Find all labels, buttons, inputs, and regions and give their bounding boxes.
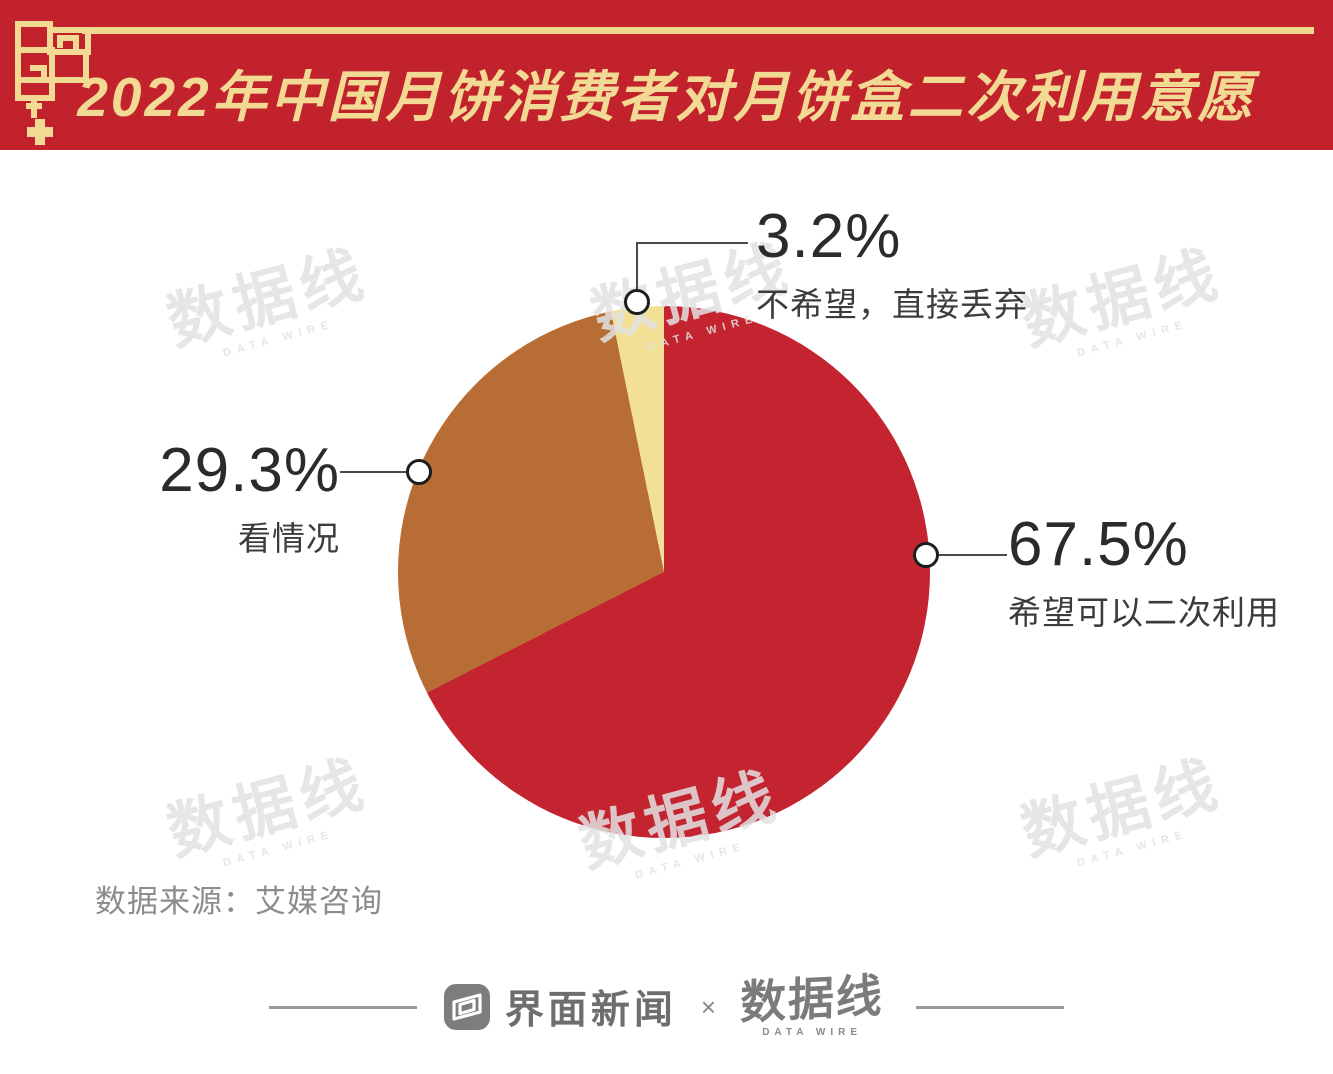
header-banner: 2022年中国月饼消费者对月饼盒二次利用意愿	[0, 0, 1333, 150]
tassel-cross-icon	[27, 119, 53, 145]
footer-right-rule	[916, 1005, 1065, 1009]
chinese-knot-icon	[15, 21, 91, 145]
watermark-subtext: DATA WIRE	[221, 828, 336, 870]
banner-gold-line	[82, 27, 1314, 34]
slice-name-discard: 不希望，直接丢弃	[756, 286, 1028, 323]
watermark-text: 数据线	[160, 239, 376, 359]
callout-line-depends	[340, 471, 406, 473]
jiemian-news-wordmark: 界面新闻	[504, 989, 677, 1032]
page-title: 2022年中国月饼消费者对月饼盒二次利用意愿	[77, 66, 1256, 128]
callout-line-discard-horizontal	[636, 242, 748, 244]
datawire-watermark: 数据线 DATA WIRE	[160, 749, 378, 881]
watermark-subtext: DATA WIRE	[1075, 828, 1190, 870]
slice-label-depends: 29.3% 看情况	[118, 440, 340, 560]
footer: 界面新闻 × 数据线 DATA WIRE	[0, 962, 1333, 1052]
slice-label-hope: 67.5% 希望可以二次利用	[1008, 514, 1280, 634]
slice-percent-depends: 29.3%	[159, 436, 340, 505]
watermark-text: 数据线	[160, 749, 376, 869]
datawire-wordmark-en: DATA WIRE	[762, 1027, 862, 1038]
callout-line-discard-vertical	[636, 243, 638, 291]
slice-label-discard: 3.2% 不希望，直接丢弃	[756, 206, 1028, 326]
watermark-subtext: DATA WIRE	[633, 840, 748, 882]
datawire-wordmark: 数据线	[739, 969, 885, 1029]
watermark-text: 数据线	[1014, 239, 1230, 359]
datawire-logo: 数据线 DATA WIRE	[740, 969, 885, 1038]
callout-line-hope	[939, 554, 1007, 556]
callout-marker-discard	[624, 289, 650, 315]
slice-name-hope: 希望可以二次利用	[1008, 594, 1280, 631]
collab-x-separator: ×	[700, 991, 717, 1022]
watermark-text: 数据线	[1014, 749, 1230, 869]
datawire-watermark: 数据线 DATA WIRE	[160, 239, 378, 371]
slice-percent-discard: 3.2%	[756, 202, 902, 271]
datawire-watermark: 数据线 DATA WIRE	[1014, 239, 1232, 371]
datawire-watermark: 数据线 DATA WIRE	[1014, 749, 1232, 881]
callout-marker-hope	[913, 542, 939, 568]
jiemian-news-logo-icon	[443, 984, 490, 1030]
slice-name-depends: 看情况	[238, 520, 340, 557]
watermark-subtext: DATA WIRE	[1075, 318, 1190, 360]
watermark-subtext: DATA WIRE	[221, 318, 336, 360]
slice-percent-hope: 67.5%	[1008, 510, 1189, 579]
pie-chart	[398, 306, 930, 838]
footer-left-rule	[268, 1005, 417, 1009]
data-source-note: 数据来源：艾媒咨询	[95, 884, 383, 919]
callout-marker-depends	[406, 459, 432, 485]
